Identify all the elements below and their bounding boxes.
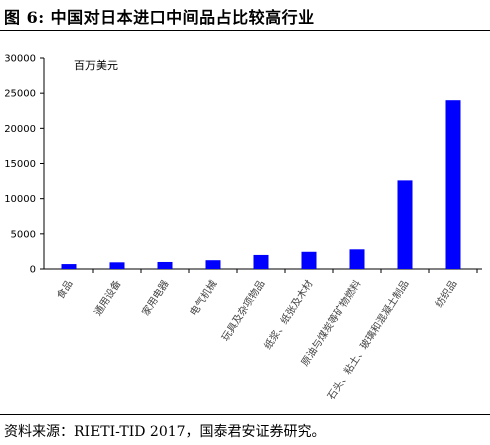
bar xyxy=(157,261,173,269)
bar xyxy=(253,254,269,269)
y-tick-label: 10000 xyxy=(4,194,36,205)
source-divider xyxy=(0,414,490,415)
y-tick-label: 15000 xyxy=(4,159,36,170)
title-divider xyxy=(0,30,490,31)
category-label: 玩具及杂项物品 xyxy=(218,278,267,344)
unit-label: 百万美元 xyxy=(74,59,118,72)
bar xyxy=(301,251,317,269)
category-label: 纺织品 xyxy=(432,278,459,310)
y-tick-label: 0 xyxy=(30,265,36,276)
bar xyxy=(205,260,221,269)
figure-title: 图 6: 中国对日本进口中间品占比较高行业 xyxy=(4,8,315,27)
bar xyxy=(109,262,125,269)
bar xyxy=(61,264,77,269)
category-label: 食品 xyxy=(54,278,76,302)
category-label: 通用设备 xyxy=(91,278,124,319)
bar xyxy=(445,100,461,269)
y-tick-label: 5000 xyxy=(11,229,36,240)
y-tick-label: 30000 xyxy=(4,54,36,65)
chart-bars xyxy=(61,100,461,269)
bar xyxy=(349,249,365,269)
category-label: 家用电器 xyxy=(139,278,172,319)
category-label: 纸浆、纸张及木材 xyxy=(261,278,315,352)
y-tick-label: 20000 xyxy=(4,124,36,135)
y-tick-label: 25000 xyxy=(4,89,36,100)
category-label: 石头、粘土、玻璃和混凝土制品 xyxy=(324,278,411,402)
bar xyxy=(397,180,413,269)
category-label: 电气机械 xyxy=(187,278,220,319)
source-note: 资料来源：RIETI-TID 2017，国泰君安证券研究。 xyxy=(4,424,326,440)
